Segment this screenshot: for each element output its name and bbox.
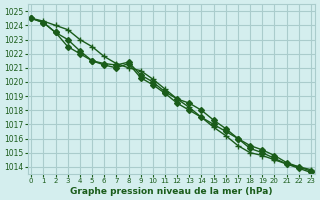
X-axis label: Graphe pression niveau de la mer (hPa): Graphe pression niveau de la mer (hPa) [70,187,272,196]
